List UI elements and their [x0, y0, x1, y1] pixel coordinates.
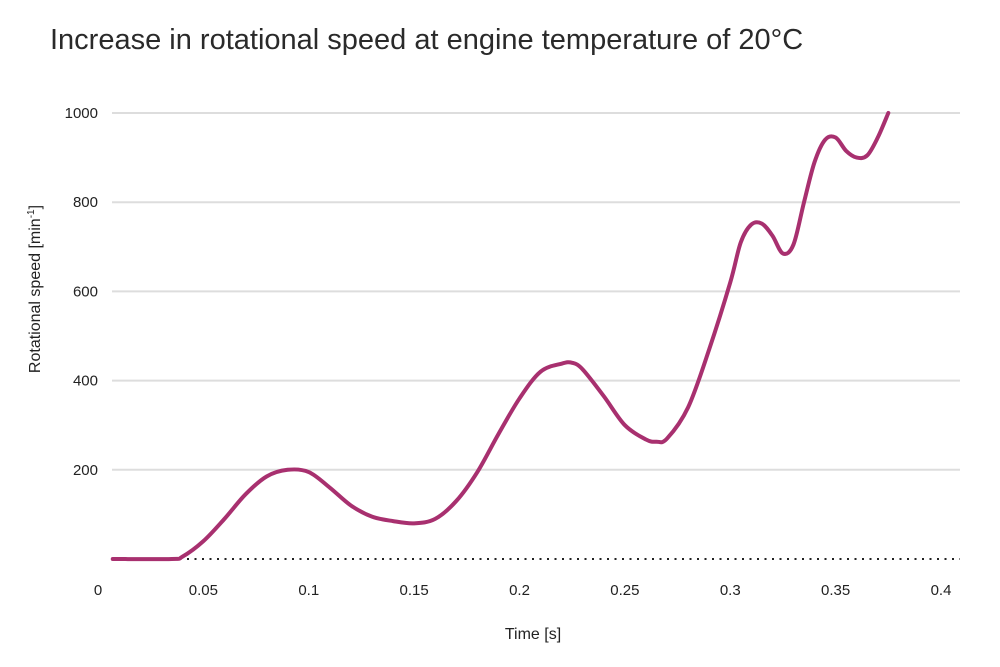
x-tick-labels: 0 0.05 0.1 0.15 0.2 0.25 0.3 0.35 0.4 — [94, 582, 952, 599]
y-axis-title-close: ] — [27, 205, 44, 209]
y-tick-label: 600 — [73, 283, 98, 300]
gridlines — [112, 112, 960, 471]
y-tick-label: 1000 — [65, 105, 98, 122]
y-tick-labels: 200 400 600 800 1000 — [65, 105, 98, 479]
x-tick-label: 0.2 — [509, 582, 530, 599]
series-layer — [110, 111, 891, 562]
x-tick-label: 0.1 — [298, 582, 319, 599]
x-tick-label: 0.4 — [931, 582, 952, 599]
y-tick-label: 400 — [73, 373, 98, 390]
x-tick-label: 0 — [94, 582, 102, 599]
x-tick-label: 0.35 — [821, 582, 850, 599]
x-axis-title: Time [s] — [505, 626, 561, 643]
y-axis-title-main: Rotational speed [min — [27, 218, 44, 373]
y-tick-label: 800 — [73, 194, 98, 211]
x-tick-label: 0.25 — [610, 582, 639, 599]
x-tick-label: 0.15 — [400, 582, 429, 599]
y-axis-title-sup: -1 — [26, 209, 37, 218]
y-axis-title: Rotational speed [min-1] — [26, 205, 44, 373]
x-tick-label: 0.05 — [189, 582, 218, 599]
chart-title: Increase in rotational speed at engine t… — [50, 24, 804, 56]
series-line-0 — [110, 111, 891, 562]
x-tick-label: 0.3 — [720, 582, 741, 599]
y-tick-label: 200 — [73, 462, 98, 479]
